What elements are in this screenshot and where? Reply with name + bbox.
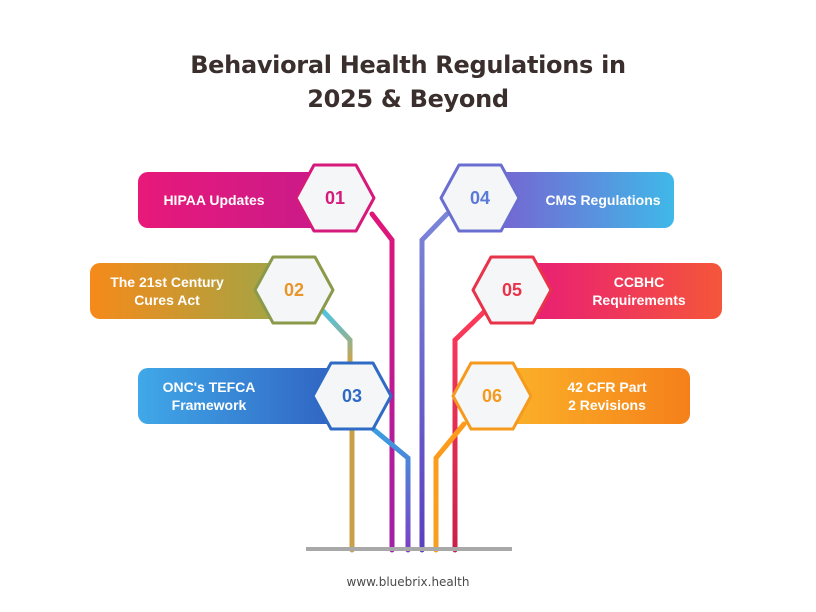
item-04-hexagon: 04 bbox=[438, 162, 522, 234]
item-05-label: CCBHC Requirements bbox=[592, 274, 686, 308]
item-02-label: The 21st Century Cures Act bbox=[110, 274, 224, 308]
connector-06 bbox=[433, 421, 467, 553]
footer-url: www.bluebrix.health bbox=[346, 575, 470, 589]
title-line-1: Behavioral Health Regulations in bbox=[190, 51, 626, 79]
item-01-label: HIPAA Updates bbox=[163, 192, 265, 208]
item-04-number: 04 bbox=[469, 187, 491, 208]
item-05-number: 05 bbox=[501, 279, 523, 300]
tree-base bbox=[306, 547, 512, 551]
item-01-pill: HIPAA Updates bbox=[138, 172, 330, 228]
item-06-hexagon: 06 bbox=[450, 360, 534, 432]
item-02-hexagon: 02 bbox=[252, 254, 336, 326]
item-03-label: ONC's TEFCA Framework bbox=[162, 379, 256, 413]
connector-04 bbox=[419, 211, 450, 553]
title-line-2: 2025 & Beyond bbox=[307, 85, 509, 113]
item-03-number: 03 bbox=[341, 385, 363, 406]
page-title: Behavioral Health Regulations in 2025 & … bbox=[0, 48, 816, 116]
item-06-label: 42 CFR Part 2 Revisions bbox=[567, 379, 647, 413]
item-06-number: 06 bbox=[481, 385, 503, 406]
connector-02 bbox=[320, 308, 353, 369]
item-04-label: CMS Regulations bbox=[545, 192, 661, 208]
item-01-hexagon: 01 bbox=[293, 162, 377, 234]
item-01-number: 01 bbox=[324, 187, 346, 208]
connector-05 bbox=[452, 307, 489, 553]
item-05-hexagon: 05 bbox=[470, 254, 554, 326]
connector-03 bbox=[369, 425, 411, 553]
item-02-number: 02 bbox=[283, 279, 305, 300]
item-03-hexagon: 03 bbox=[310, 360, 394, 432]
